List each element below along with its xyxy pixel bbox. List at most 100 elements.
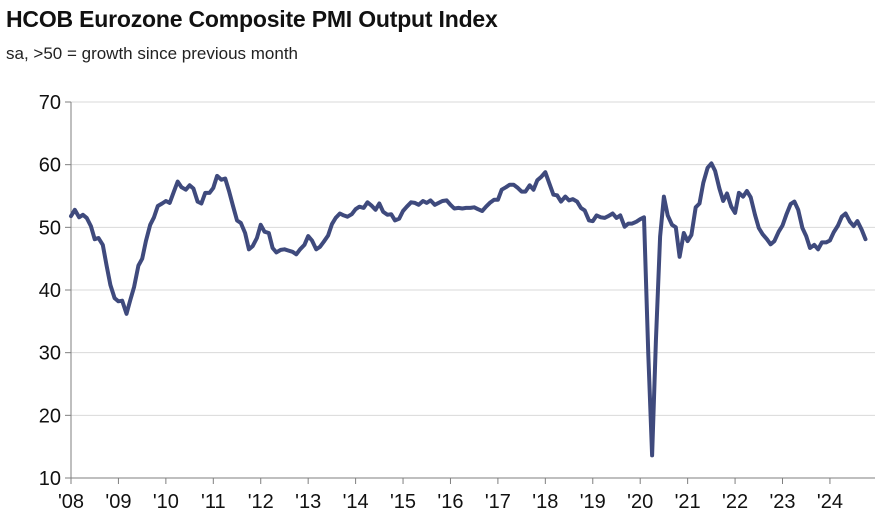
x-tick-label: '17 (485, 491, 511, 513)
data-point (468, 206, 472, 210)
data-point (579, 206, 583, 210)
data-point (271, 246, 275, 250)
data-point (274, 250, 278, 254)
data-point (571, 197, 575, 201)
x-tick-label: '12 (248, 491, 274, 513)
data-point (765, 237, 769, 241)
chart-subtitle: sa, >50 = growth since previous month (6, 44, 298, 63)
data-point (255, 236, 259, 240)
y-tick-labels: 10 20 30 40 50 60 70 (39, 92, 61, 490)
data-point (741, 195, 745, 199)
data-point (654, 339, 658, 343)
chart-title: HCOB Eurozone Composite PMI Output Index (6, 6, 498, 32)
data-point (642, 215, 646, 219)
x-tick-label: '18 (532, 491, 558, 513)
x-tick-label: '16 (437, 491, 463, 513)
data-point (113, 296, 117, 300)
data-point (682, 231, 686, 235)
data-point (124, 312, 129, 316)
data-point (148, 223, 152, 227)
data-point (140, 257, 144, 261)
data-point (863, 237, 868, 241)
x-tick-label: '19 (580, 491, 606, 513)
data-point (812, 243, 816, 247)
data-point (745, 189, 749, 193)
data-point (630, 222, 634, 226)
data-point (650, 453, 654, 457)
data-point (780, 223, 785, 228)
data-point (105, 264, 109, 268)
data-point (362, 206, 366, 210)
data-point (393, 218, 397, 222)
data-point (397, 217, 401, 221)
data-point (89, 224, 93, 228)
data-point (156, 204, 160, 208)
data-point (385, 213, 389, 217)
data-point (243, 231, 247, 235)
data-point (520, 190, 524, 194)
data-point (729, 205, 733, 209)
data-point (860, 228, 864, 232)
data-point (196, 200, 200, 204)
data-point (365, 200, 370, 204)
data-point (290, 250, 295, 254)
y-tick-label: 10 (39, 468, 61, 490)
data-point (606, 214, 611, 218)
data-point (357, 205, 361, 209)
data-point (211, 186, 215, 190)
data-point (626, 222, 630, 226)
data-point (81, 213, 85, 217)
data-point (725, 191, 729, 196)
y-tick-label: 60 (39, 155, 61, 177)
data-point (314, 247, 318, 251)
data-point (247, 247, 251, 251)
data-point (531, 188, 536, 192)
data-point (686, 239, 690, 243)
data-point (539, 175, 544, 179)
data-point (223, 176, 227, 181)
data-point (757, 226, 761, 230)
x-tick-label: '21 (675, 491, 701, 513)
data-point (595, 213, 599, 217)
data-point (168, 201, 172, 205)
data-point (259, 223, 263, 227)
data-point (611, 211, 615, 216)
data-point (674, 225, 678, 229)
data-point (713, 169, 717, 173)
data-point (492, 198, 496, 202)
data-point (614, 216, 619, 220)
data-point (437, 201, 441, 205)
x-tick-label: '13 (295, 491, 321, 513)
data-point (354, 207, 358, 211)
data-point (306, 234, 310, 238)
data-point (820, 240, 824, 244)
data-point (152, 215, 156, 219)
data-point (298, 247, 302, 251)
data-point (294, 252, 298, 256)
data-point (852, 224, 856, 228)
x-tick-label: '23 (769, 491, 795, 513)
data-point (777, 230, 781, 234)
data-point (445, 198, 449, 202)
data-point (428, 198, 433, 202)
data-point (694, 205, 698, 209)
data-point (796, 208, 800, 212)
data-point (800, 226, 805, 230)
data-point (496, 198, 500, 202)
data-point (840, 215, 844, 219)
x-tick-label: '10 (153, 491, 179, 513)
data-point (836, 223, 840, 228)
data-point (855, 219, 860, 223)
data-point (832, 230, 836, 234)
data-point (769, 242, 773, 246)
series-layer (69, 161, 868, 458)
x-tick-labels: '08 '09 '10 '11 '12 '13 '14 '15 '16 '17 '18 '19 '20 '… (58, 491, 843, 513)
data-point (207, 191, 212, 195)
y-tick-label: 30 (39, 343, 61, 365)
data-point (543, 170, 547, 174)
data-point (338, 211, 342, 216)
data-point (587, 218, 591, 222)
data-point (689, 233, 694, 237)
data-point (733, 211, 737, 215)
